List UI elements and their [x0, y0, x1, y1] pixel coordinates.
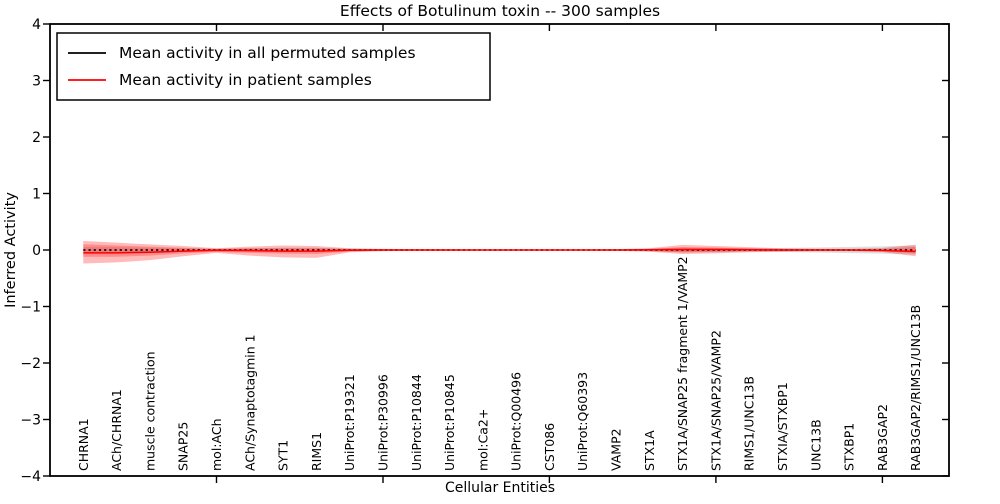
- x-tick-label: UNC13B: [808, 419, 823, 471]
- x-tick-label: STX1A/SNAP25/VAMP2: [708, 330, 723, 471]
- x-tick-label: RIMS1/UNC13B: [742, 376, 757, 471]
- x-tick-label: muscle contraction: [142, 351, 157, 471]
- y-tick-label: 1: [32, 187, 41, 203]
- x-tick-label: CST086: [542, 423, 557, 471]
- x-axis-label: Cellular Entities: [445, 480, 555, 496]
- y-tick-label: −4: [20, 469, 41, 485]
- x-tick-label: SNAP25: [176, 422, 191, 471]
- series-lines: [83, 248, 916, 254]
- x-tick-label: ACh/Synaptotagmin 1: [242, 334, 257, 471]
- x-tick-label: UniProt:Q60393: [575, 372, 590, 471]
- y-axis-label: Inferred Activity: [3, 192, 19, 308]
- y-tick-label: 0: [32, 243, 41, 259]
- x-tick-label: VAMP2: [609, 428, 624, 471]
- axis-ticks: [43, 23, 949, 483]
- x-tick-label: RAB3GAP2/RIMS1/UNC13B: [908, 305, 923, 471]
- x-tick-label: RAB3GAP2: [875, 404, 890, 471]
- x-tick-label: RIMS1: [309, 432, 324, 471]
- x-tick-label: mol:Ca2+: [475, 409, 490, 471]
- x-tick-labels: CHRNA1 ACh/CHRNA1 muscle contraction SNAP25…: [76, 256, 923, 471]
- x-tick-label: STX1A/SNAP25 fragment 1/VAMP2: [675, 256, 690, 471]
- y-tick-labels: 4 3 2 1 0 −1 −2 −3 −4: [20, 17, 41, 485]
- y-tick-label: −3: [20, 413, 41, 429]
- y-tick-label: −2: [20, 356, 41, 372]
- x-tick-label: SYT1: [276, 440, 291, 471]
- confidence-bands: [83, 240, 916, 264]
- x-tick-label: UniProt:P10845: [442, 374, 457, 471]
- legend-permuted-label: Mean activity in all permuted samples: [119, 44, 416, 62]
- x-tick-label: UniProt:P30996: [376, 374, 391, 471]
- y-tick-label: 3: [32, 74, 41, 90]
- chart-title: Effects of Botulinum toxin -- 300 sample…: [340, 2, 660, 20]
- patient-outer-band: [83, 240, 916, 264]
- x-tick-label: UniProt:P19321: [342, 374, 357, 471]
- x-tick-label: ACh/CHRNA1: [109, 389, 124, 471]
- x-tick-label: UniProt:P10844: [409, 374, 424, 471]
- legend: Mean activity in all permuted samples Me…: [56, 32, 491, 101]
- x-tick-label: UniProt:Q00496: [509, 372, 524, 471]
- x-tick-label: STX1A: [642, 430, 657, 471]
- legend-box: [56, 32, 491, 101]
- x-tick-label: STXIA/STXBP1: [775, 382, 790, 471]
- x-tick-label: CHRNA1: [76, 418, 91, 471]
- legend-patient-label: Mean activity in patient samples: [119, 71, 372, 89]
- x-tick-label: mol:ACh: [209, 419, 224, 472]
- patient-inner-band: [83, 244, 916, 257]
- patient-mean-line: [83, 248, 916, 254]
- y-tick-label: 4: [32, 17, 41, 33]
- y-tick-label: 2: [32, 130, 41, 146]
- y-tick-label: −1: [20, 300, 41, 316]
- x-tick-label: STXBP1: [842, 423, 857, 471]
